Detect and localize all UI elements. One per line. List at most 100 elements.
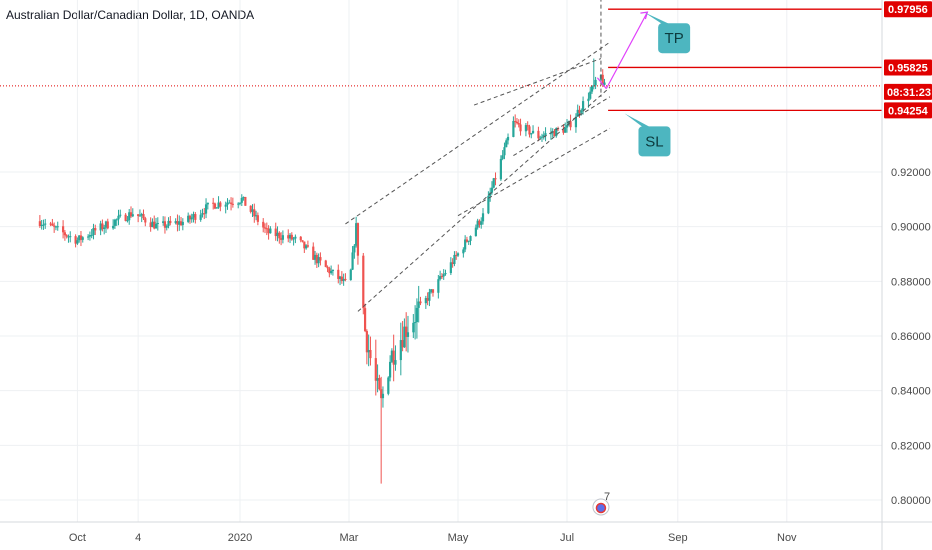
time-axis[interactable]: Oct 4 2020 Mar May Jul Sep Nov [0,521,932,544]
candle-body [103,227,106,230]
candle-body [69,236,72,238]
candle-body [439,276,442,280]
candle-body [74,236,77,244]
candle-body [390,350,393,362]
candle-body [326,266,329,269]
event-markers[interactable]: 7 [592,491,610,516]
trend-channel[interactable] [345,0,611,312]
candle-body [338,276,342,279]
candle-body [203,213,206,215]
candle-body [462,249,465,254]
projection-arrow-up[interactable] [605,11,648,89]
candle-body [215,207,218,209]
candle-body [38,221,41,226]
candle-body [469,236,472,241]
channel-line[interactable] [473,58,602,106]
candle-body [51,223,54,226]
candle-body [90,235,93,237]
channel-line[interactable] [345,41,611,225]
candle-body [330,270,333,274]
candle-body [88,235,92,237]
channel-line[interactable] [357,86,611,312]
price-levels[interactable] [0,8,882,112]
candle-body [274,228,277,237]
candle-body [87,236,90,238]
candle-body [505,140,508,148]
candle-body [151,221,154,228]
candle-body [555,128,558,137]
candle-body [292,238,295,240]
candle-body [424,298,427,304]
callouts[interactable]: TP SL [624,12,691,157]
candle-body [206,202,209,205]
candle-body [226,202,229,205]
candle-body [213,203,217,209]
candle-body [281,235,284,240]
candle-body [113,219,117,226]
candle-body [76,240,79,244]
candle-body [417,301,420,308]
candle-body [465,239,469,242]
candle-body [99,223,102,231]
candle-body [344,278,347,280]
channel-line[interactable] [457,127,611,217]
candle-body [540,136,544,138]
candle-body [603,82,606,85]
candle-body [301,240,304,242]
candle-body [126,220,129,222]
candle-body [581,101,585,111]
candle-body [328,268,331,274]
candle-body [237,203,240,205]
candle-body [244,196,247,206]
candle-body [204,204,208,214]
candle-body [492,178,495,188]
candle-body [129,212,133,217]
candle-body [61,226,65,233]
candle-body [442,274,445,277]
projection-arrows[interactable] [596,11,649,90]
candle-body [138,215,142,217]
event-marker-count: 7 [604,491,610,503]
candle-body [539,137,542,139]
candle-body [437,279,440,293]
candle-body [512,120,515,137]
candle-body [242,196,245,198]
candle-body [331,269,335,271]
candle-body [430,289,433,292]
price-tick-label: 0.84000 [891,386,931,398]
candle-body [531,130,535,134]
candle-body [319,257,322,261]
time-tick-label: Oct [69,532,86,544]
candle-body [256,215,259,222]
candle-body [405,326,408,337]
callout-box-sl[interactable] [638,126,671,157]
candle-body [403,326,406,348]
candle-body [451,262,454,265]
channel-line[interactable] [513,96,611,157]
callout-box-tp[interactable] [658,23,691,54]
candle-body [142,214,145,219]
candle-body [351,252,354,270]
price-axis[interactable]: 0.80000 0.82000 0.84000 0.86000 0.88000 0.900… [881,0,932,550]
time-tick-label: Nov [777,532,797,544]
chart-title: Australian Dollar/Canadian Dollar, 1D, O… [6,8,255,22]
candle-body [362,255,365,309]
candle-body [106,221,109,229]
projection-arrow-down[interactable] [596,77,607,90]
candle-body [367,349,370,353]
candle-body [355,223,358,246]
candle-body [317,257,320,264]
callout-label: SL [645,133,663,150]
candle-body [163,221,167,228]
candle-body [44,223,47,225]
candle-body [124,214,127,221]
candle-body [144,218,147,223]
candle-body [117,215,120,220]
candle-body [53,225,56,227]
candle-body [79,235,83,240]
time-tick-label: Jul [560,532,574,544]
price-badge [884,102,932,119]
candle-body [267,228,270,234]
candle-body [440,276,444,278]
